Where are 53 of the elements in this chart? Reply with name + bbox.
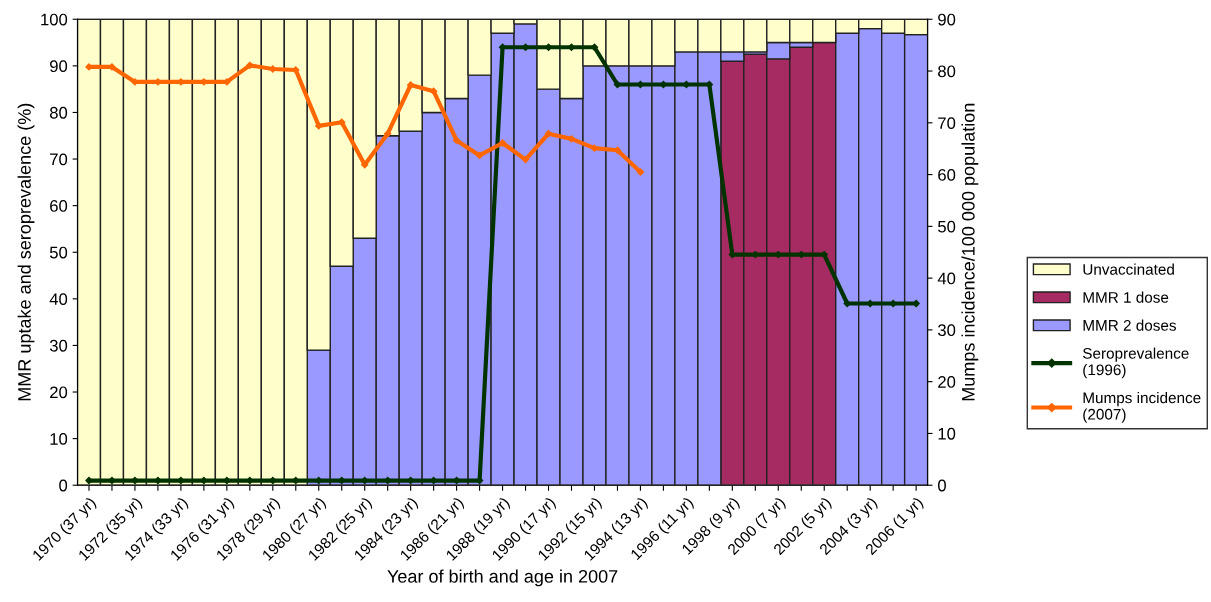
point	[843, 299, 851, 308]
y2-axis-title: Mumps incidence/100 000 population	[961, 103, 979, 401]
y2-tick-label: 40	[937, 272, 956, 285]
point	[108, 476, 116, 485]
y-tick-label: 10	[50, 433, 68, 445]
legend-label: Unvaccinated	[1083, 263, 1174, 275]
legend-label: Mumps incidence (2007)	[1083, 392, 1201, 423]
point	[498, 139, 507, 147]
y-tick-label: 80	[49, 106, 68, 119]
point	[338, 118, 346, 126]
point	[429, 87, 438, 95]
point	[177, 476, 185, 485]
y2-tick-label: 20	[938, 376, 956, 388]
point	[452, 136, 461, 145]
point	[889, 299, 897, 308]
legend-label: Seroprevalence (1996)	[1083, 347, 1189, 379]
y-tick-label: 20	[50, 386, 68, 399]
y-tick-label: 70	[50, 153, 68, 166]
point	[200, 476, 208, 485]
point	[407, 81, 415, 89]
x-axis-title: Year of birth and age in 2007	[387, 569, 618, 587]
y2-tick-label: 50	[938, 220, 956, 233]
point	[636, 168, 645, 176]
y-axis-title: MMR uptake and seroprevalence (%)	[17, 103, 35, 401]
y-tick-label: 60	[50, 200, 68, 212]
point	[131, 476, 139, 485]
point	[384, 130, 392, 138]
point	[246, 61, 254, 69]
point	[475, 151, 484, 160]
y2-tick-label: 10	[938, 427, 956, 440]
y2-tick-label: 30	[937, 324, 956, 337]
y2-tick-label: 0	[938, 479, 946, 492]
y2-tick-label: 90	[938, 13, 956, 26]
y-tick-label: 30	[49, 339, 68, 352]
legend-label: MMR 1 dose	[1083, 291, 1169, 303]
point	[154, 476, 162, 485]
y-tick-label: 40	[49, 293, 68, 306]
y-tick-label: 90	[50, 60, 68, 73]
y-tick-label: 100	[41, 13, 68, 26]
point	[912, 299, 920, 308]
legend-label: MMR 2 doses	[1083, 319, 1176, 331]
point	[223, 476, 231, 485]
point	[85, 476, 93, 485]
point	[544, 130, 553, 138]
y-tick-label: 50	[49, 246, 68, 259]
point	[521, 155, 530, 164]
point	[315, 122, 323, 130]
y2-tick-label: 60	[938, 168, 956, 181]
point	[269, 65, 277, 73]
point	[292, 66, 300, 74]
y2-tick-label: 70	[938, 117, 956, 130]
y2-tick-label: 80	[938, 65, 956, 78]
y-tick-label: 0	[59, 479, 68, 492]
